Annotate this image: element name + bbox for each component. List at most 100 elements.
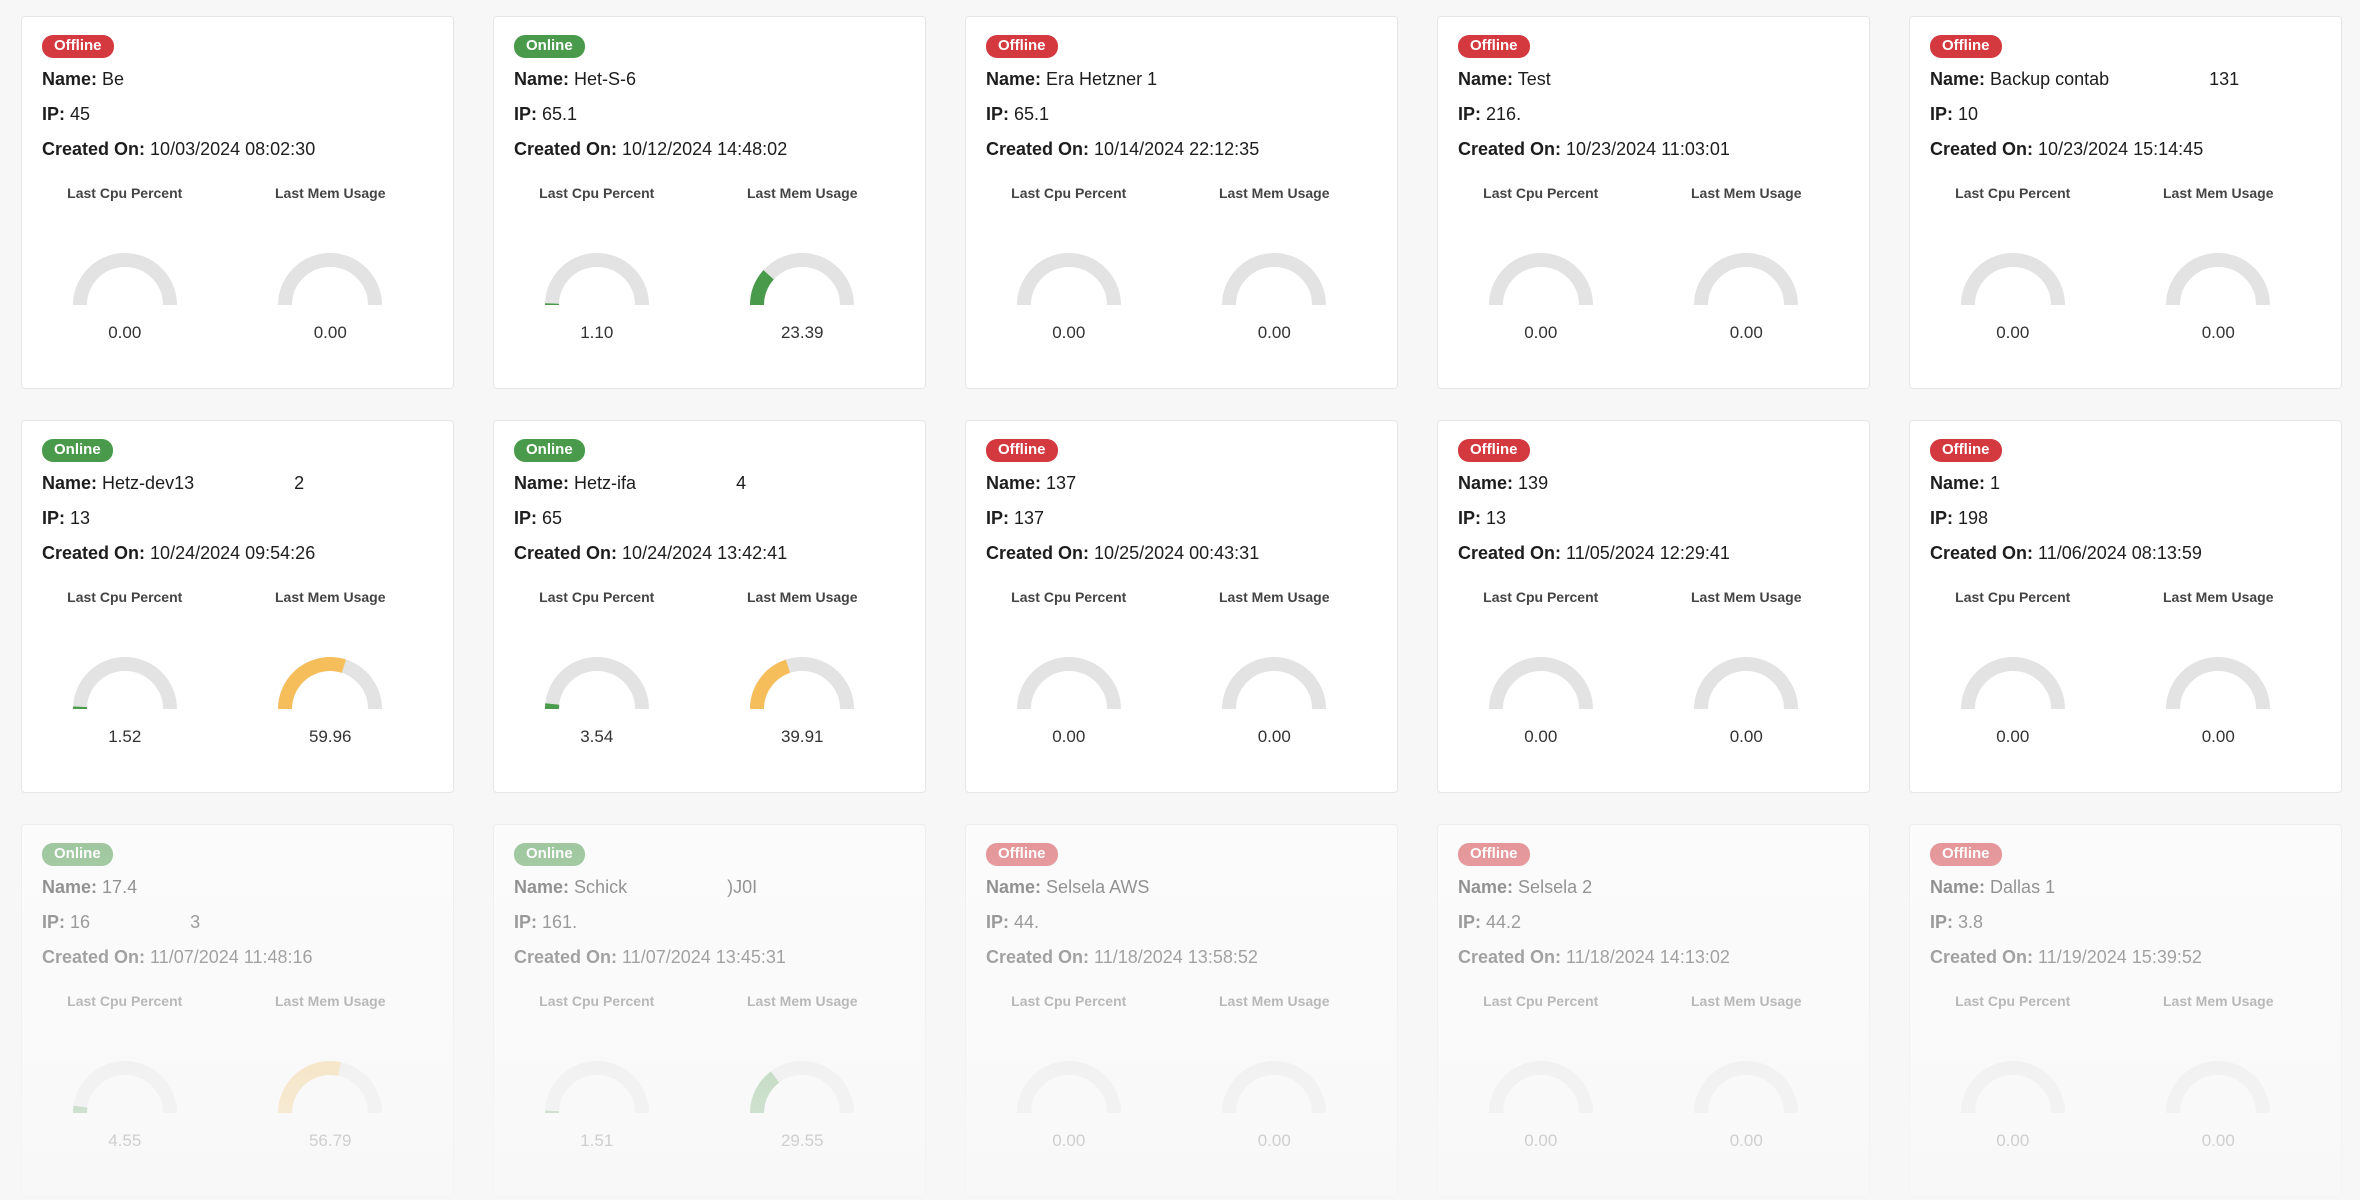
mem-gauge-label: Last Mem Usage xyxy=(2163,589,2274,605)
created-on-row: Created On: 11/07/2024 13:45:31 xyxy=(514,946,905,969)
created-on-row: Created On: 10/24/2024 09:54:26 xyxy=(42,542,433,565)
server-ip: 65.1 xyxy=(542,104,578,124)
mem-gauge-value: 29.55 xyxy=(780,1131,824,1150)
created-label: Created On: xyxy=(514,947,618,967)
mem-gauge-arc xyxy=(2116,657,2322,711)
cpu-gauge-label: Last Cpu Percent xyxy=(1483,993,1599,1009)
mem-gauge: Last Mem Usage 39.91 xyxy=(700,589,906,747)
ip-label: IP: xyxy=(1930,508,1954,528)
created-on-value: 11/18/2024 13:58:52 xyxy=(1094,947,1258,967)
created-label: Created On: xyxy=(1930,947,2034,967)
mem-gauge-label: Last Mem Usage xyxy=(2163,185,2274,201)
server-ip: 44. xyxy=(1014,912,1040,932)
created-on-value: 10/23/2024 11:03:01 xyxy=(1566,139,1730,159)
created-label: Created On: xyxy=(514,139,618,159)
created-label: Created On: xyxy=(1458,543,1562,563)
gauges: Last Cpu Percent 0.00 Last Mem Usage 0.0… xyxy=(966,589,1377,747)
server-card[interactable]: Offline Name: Dallas 1 IP: 3.8 Created O… xyxy=(1909,824,2342,1197)
server-card[interactable]: Online Name: Schick )J0I IP: 161. Create… xyxy=(493,824,926,1197)
name-label: Name: xyxy=(514,877,570,897)
cpu-gauge: Last Cpu Percent 0.00 xyxy=(1910,589,2116,747)
mem-gauge-value: 23.39 xyxy=(780,323,824,342)
cpu-gauge: Last Cpu Percent 0.00 xyxy=(1438,185,1644,343)
status-badge: Offline xyxy=(1458,843,1530,866)
mem-gauge-arc xyxy=(700,657,906,711)
cpu-gauge-arc xyxy=(1910,253,2116,307)
gauges: Last Cpu Percent 3.54 Last Mem Usage 39.… xyxy=(494,589,905,747)
created-on-row: Created On: 11/19/2024 15:39:52 xyxy=(1930,946,2321,969)
server-card[interactable]: Offline Name: Backup contab 131 IP: 10 C… xyxy=(1909,16,2342,389)
server-grid: Offline Name: Be IP: 45 Created On: 10/0… xyxy=(21,16,2342,1197)
created-on-row: Created On: 11/05/2024 12:29:41 xyxy=(1458,542,1849,565)
cpu-gauge-label: Last Cpu Percent xyxy=(1955,993,2071,1009)
mem-gauge-value: 0.00 xyxy=(1257,323,1291,342)
cpu-gauge-value: 0.00 xyxy=(1996,323,2030,342)
status-badge: Offline xyxy=(1458,439,1530,462)
cpu-gauge-label: Last Cpu Percent xyxy=(67,589,183,605)
server-name-row: Name: 139 xyxy=(1458,472,1849,495)
server-card[interactable]: Offline Name: 139 IP: 13 Created On: 11/… xyxy=(1437,420,1870,793)
server-ip-row: IP: 198 xyxy=(1930,507,2321,530)
mem-gauge-arc xyxy=(228,1061,434,1115)
gauges: Last Cpu Percent 1.51 Last Mem Usage 29.… xyxy=(494,993,905,1151)
created-on-row: Created On: 10/24/2024 13:42:41 xyxy=(514,542,905,565)
cpu-gauge-label: Last Cpu Percent xyxy=(539,185,655,201)
server-name: Het-S-6 xyxy=(574,69,637,89)
ip-label: IP: xyxy=(986,912,1010,932)
mem-gauge-value: 39.91 xyxy=(780,727,824,746)
server-card[interactable]: Online Name: Hetz-dev13 2 IP: 13 Created… xyxy=(21,420,454,793)
created-on-value: 11/06/2024 08:13:59 xyxy=(2038,543,2202,563)
created-on-row: Created On: 11/18/2024 13:58:52 xyxy=(986,946,1377,969)
mem-gauge-value: 0.00 xyxy=(1257,727,1291,746)
server-card[interactable]: Offline Name: Test IP: 216. Created On: … xyxy=(1437,16,1870,389)
mem-gauge: Last Mem Usage 0.00 xyxy=(228,185,434,343)
name-label: Name: xyxy=(1930,877,1986,897)
name-label: Name: xyxy=(1458,473,1514,493)
server-card[interactable]: Offline Name: 137 IP: 137 Created On: 10… xyxy=(965,420,1398,793)
server-card[interactable]: Online Name: Het-S-6 IP: 65.1 Created On… xyxy=(493,16,926,389)
ip-label: IP: xyxy=(986,104,1010,124)
mem-gauge-value: 0.00 xyxy=(2201,727,2235,746)
mem-gauge: Last Mem Usage 0.00 xyxy=(2116,185,2322,343)
mem-gauge-arc xyxy=(1644,657,1850,711)
cpu-gauge-label: Last Cpu Percent xyxy=(1011,993,1127,1009)
mem-gauge: Last Mem Usage 0.00 xyxy=(1644,589,1850,747)
server-card[interactable]: Offline Name: Be IP: 45 Created On: 10/0… xyxy=(21,16,454,389)
cpu-gauge-value: 0.00 xyxy=(1052,323,1086,342)
cpu-gauge-value: 0.00 xyxy=(1996,1131,2030,1150)
cpu-gauge: Last Cpu Percent 0.00 xyxy=(1910,185,2116,343)
created-label: Created On: xyxy=(1930,543,2034,563)
cpu-gauge-arc xyxy=(966,657,1172,711)
server-card[interactable]: Online Name: 17.4 IP: 16 3 Created On: 1… xyxy=(21,824,454,1197)
created-on-value: 10/03/2024 08:02:30 xyxy=(150,139,316,159)
ip-label: IP: xyxy=(1458,508,1482,528)
mem-gauge-arc xyxy=(1644,253,1850,307)
mem-gauge-label: Last Mem Usage xyxy=(275,589,386,605)
mem-gauge-label: Last Mem Usage xyxy=(1691,589,1802,605)
gauges: Last Cpu Percent 0.00 Last Mem Usage 0.0… xyxy=(1438,589,1849,747)
server-card[interactable]: Offline Name: 1 IP: 198 Created On: 11/0… xyxy=(1909,420,2342,793)
status-badge: Offline xyxy=(1930,843,2002,866)
cpu-gauge-label: Last Cpu Percent xyxy=(67,993,183,1009)
cpu-gauge-arc xyxy=(966,253,1172,307)
ip-label: IP: xyxy=(1930,912,1954,932)
name-label: Name: xyxy=(986,473,1042,493)
server-card[interactable]: Offline Name: Era Hetzner 1 IP: 65.1 Cre… xyxy=(965,16,1398,389)
mem-gauge-arc xyxy=(2116,253,2322,307)
server-card[interactable]: Offline Name: Selsela 2 IP: 44.2 Created… xyxy=(1437,824,1870,1197)
status-badge: Offline xyxy=(1930,35,2002,58)
server-name: Dallas 1 xyxy=(1990,877,2056,897)
ip-label: IP: xyxy=(1458,104,1482,124)
gauges: Last Cpu Percent 0.00 Last Mem Usage 0.0… xyxy=(1438,993,1849,1151)
server-card[interactable]: Offline Name: Selsela AWS IP: 44. Create… xyxy=(965,824,1398,1197)
server-name-row: Name: 137 xyxy=(986,472,1377,495)
cpu-gauge-arc xyxy=(494,253,700,307)
mem-gauge-label: Last Mem Usage xyxy=(747,993,858,1009)
server-card[interactable]: Online Name: Hetz-ifa 4 IP: 65 Created O… xyxy=(493,420,926,793)
created-on-value: 10/12/2024 14:48:02 xyxy=(622,139,788,159)
server-name: 137 xyxy=(1046,473,1077,493)
status-badge: Online xyxy=(514,843,585,866)
server-name: Selsela AWS xyxy=(1046,877,1150,897)
gauges: Last Cpu Percent 1.52 Last Mem Usage 59.… xyxy=(22,589,433,747)
ip-label: IP: xyxy=(42,912,66,932)
